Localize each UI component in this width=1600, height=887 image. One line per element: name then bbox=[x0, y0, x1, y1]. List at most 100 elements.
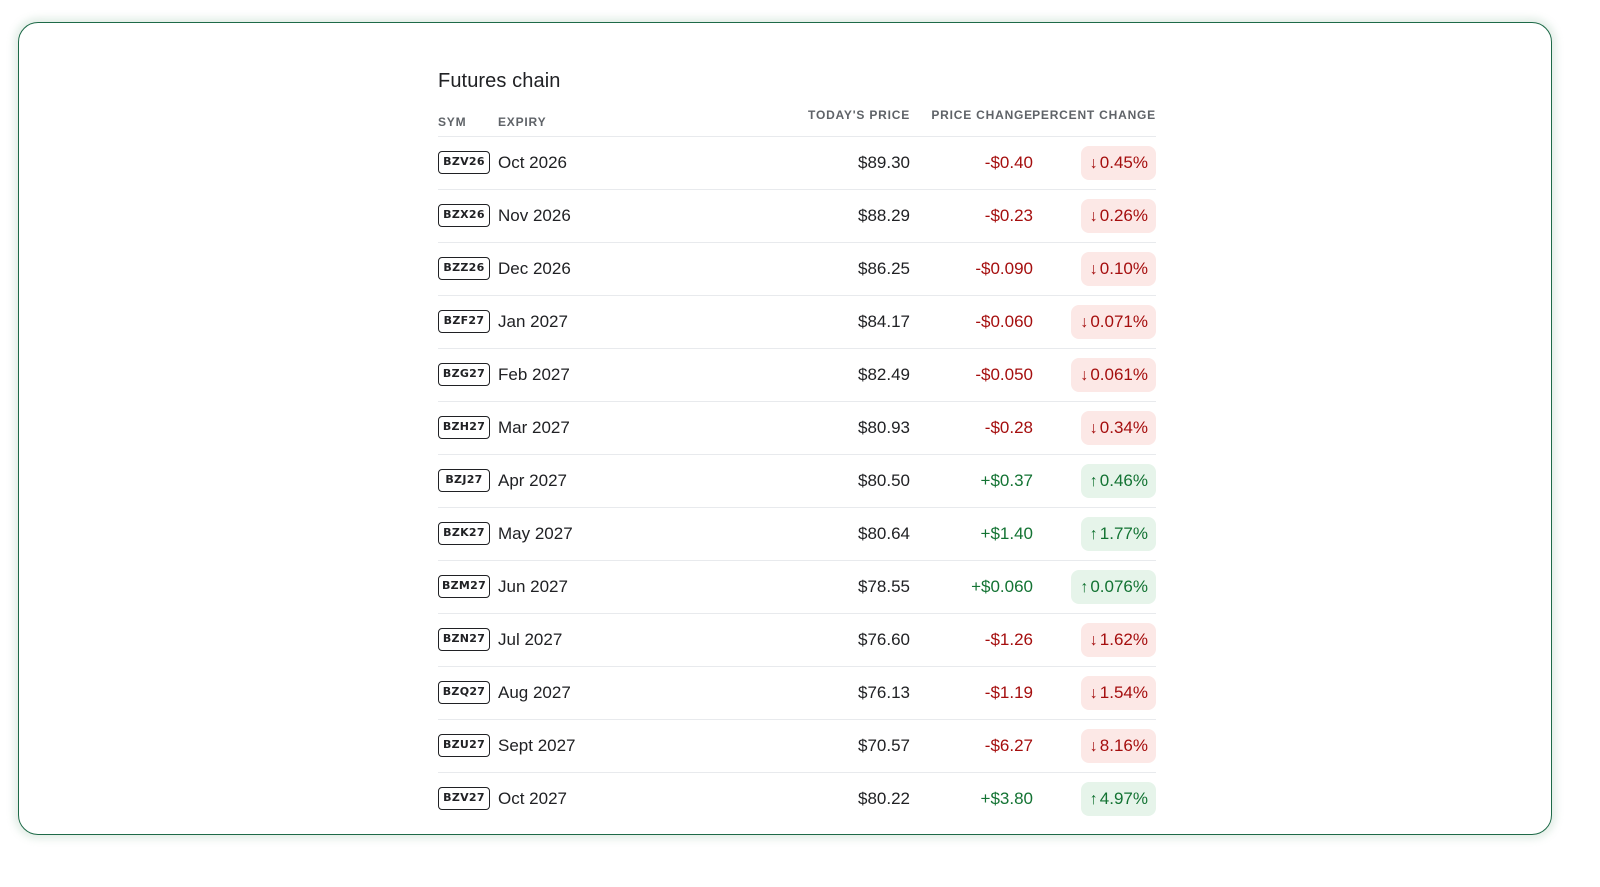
arrow-down-icon: ↓ bbox=[1089, 155, 1098, 172]
table-body: BZV26 Oct 2026 $89.30 -$0.40 ↓ 0.45% BZX26 Nov … bbox=[438, 137, 1156, 825]
symbol-badge: BZG27 bbox=[438, 363, 490, 386]
percent-change-badge: ↓ 0.10% bbox=[1080, 252, 1156, 286]
arrow-down-icon: ↓ bbox=[1089, 632, 1098, 649]
expiry-cell: May 2027 bbox=[498, 524, 573, 543]
price-change-cell: +$0.37 bbox=[980, 471, 1033, 490]
table-row[interactable]: BZV27 Oct 2027 $80.22 +$3.80 ↑ 4.97% bbox=[438, 773, 1156, 825]
symbol-badge: BZJ27 bbox=[438, 469, 490, 492]
column-header-price: TODAY'S PRICE bbox=[808, 108, 910, 122]
table-row[interactable]: BZF27 Jan 2027 $84.17 -$0.060 ↓ 0.071% bbox=[438, 296, 1156, 349]
percent-change-value: 0.071% bbox=[1090, 312, 1148, 331]
table-row[interactable]: BZN27 Jul 2027 $76.60 -$1.26 ↓ 1.62% bbox=[438, 614, 1156, 667]
table-row[interactable]: BZM27 Jun 2027 $78.55 +$0.060 ↑ 0.076% bbox=[438, 561, 1156, 614]
percent-change-value: 1.62% bbox=[1099, 630, 1148, 649]
arrow-down-icon: ↓ bbox=[1080, 367, 1089, 384]
expiry-cell: Oct 2026 bbox=[498, 153, 567, 172]
price-cell: $80.22 bbox=[858, 789, 910, 808]
percent-change-value: 0.45% bbox=[1099, 153, 1148, 172]
price-cell: $89.30 bbox=[858, 153, 910, 172]
price-cell: $84.17 bbox=[858, 312, 910, 331]
expiry-cell: Dec 2026 bbox=[498, 259, 571, 278]
table-row[interactable]: BZK27 May 2027 $80.64 +$1.40 ↑ 1.77% bbox=[438, 508, 1156, 561]
arrow-up-icon: ↑ bbox=[1089, 791, 1098, 808]
expiry-cell: Nov 2026 bbox=[498, 206, 571, 225]
percent-change-badge: ↓ 8.16% bbox=[1080, 729, 1156, 763]
arrow-down-icon: ↓ bbox=[1089, 738, 1098, 755]
price-change-cell: -$0.050 bbox=[975, 365, 1033, 384]
expiry-cell: Mar 2027 bbox=[498, 418, 570, 437]
symbol-badge: BZQ27 bbox=[438, 681, 490, 704]
percent-change-badge: ↓ 0.071% bbox=[1071, 305, 1156, 339]
expiry-cell: Sept 2027 bbox=[498, 736, 576, 755]
arrow-down-icon: ↓ bbox=[1089, 261, 1098, 278]
card-frame bbox=[18, 22, 1552, 835]
table-row[interactable]: BZQ27 Aug 2027 $76.13 -$1.19 ↓ 1.54% bbox=[438, 667, 1156, 720]
symbol-badge: BZF27 bbox=[438, 310, 490, 333]
percent-change-value: 0.46% bbox=[1099, 471, 1148, 490]
price-cell: $76.60 bbox=[858, 630, 910, 649]
symbol-badge: BZX26 bbox=[438, 204, 490, 227]
table-row[interactable]: BZU27 Sept 2027 $70.57 -$6.27 ↓ 8.16% bbox=[438, 720, 1156, 773]
percent-change-badge: ↓ 1.62% bbox=[1080, 623, 1156, 657]
percent-change-badge: ↓ 0.26% bbox=[1080, 199, 1156, 233]
price-cell: $82.49 bbox=[858, 365, 910, 384]
expiry-cell: Oct 2027 bbox=[498, 789, 567, 808]
expiry-cell: Jul 2027 bbox=[498, 630, 563, 649]
expiry-cell: Feb 2027 bbox=[498, 365, 570, 384]
arrow-up-icon: ↑ bbox=[1089, 526, 1098, 543]
percent-change-badge: ↓ 0.061% bbox=[1071, 358, 1156, 392]
page-title: Futures chain bbox=[438, 70, 561, 92]
table-row[interactable]: BZX26 Nov 2026 $88.29 -$0.23 ↓ 0.26% bbox=[438, 190, 1156, 243]
expiry-cell: Jan 2027 bbox=[498, 312, 568, 331]
percent-change-value: 8.16% bbox=[1099, 736, 1148, 755]
arrow-down-icon: ↓ bbox=[1080, 314, 1089, 331]
symbol-badge: BZK27 bbox=[438, 522, 490, 545]
price-change-cell: -$0.40 bbox=[984, 153, 1033, 172]
price-cell: $78.55 bbox=[858, 577, 910, 596]
column-header-expiry: EXPIRY bbox=[498, 115, 547, 129]
column-header-sym: SYM bbox=[438, 115, 467, 129]
table-row[interactable]: BZZ26 Dec 2026 $86.25 -$0.090 ↓ 0.10% bbox=[438, 243, 1156, 296]
price-cell: $70.57 bbox=[858, 736, 910, 755]
symbol-badge: BZU27 bbox=[438, 734, 490, 757]
table-row[interactable]: BZH27 Mar 2027 $80.93 -$0.28 ↓ 0.34% bbox=[438, 402, 1156, 455]
symbol-badge: BZN27 bbox=[438, 628, 490, 651]
expiry-cell: Jun 2027 bbox=[498, 577, 568, 596]
symbol-badge: BZV26 bbox=[438, 151, 490, 174]
futures-chain-panel: Futures chain SYM EXPIRY TODAY'S PRICE P… bbox=[438, 66, 1156, 825]
expiry-cell: Aug 2027 bbox=[498, 683, 571, 702]
expiry-cell: Apr 2027 bbox=[498, 471, 567, 490]
symbol-badge: BZM27 bbox=[438, 575, 490, 598]
table-row[interactable]: BZG27 Feb 2027 $82.49 -$0.050 ↓ 0.061% bbox=[438, 349, 1156, 402]
percent-change-value: 1.54% bbox=[1099, 683, 1148, 702]
percent-change-badge: ↑ 4.97% bbox=[1080, 782, 1156, 816]
arrow-up-icon: ↑ bbox=[1089, 473, 1098, 490]
price-cell: $80.50 bbox=[858, 471, 910, 490]
percent-change-badge: ↑ 1.77% bbox=[1080, 517, 1156, 551]
column-header-percent-change: PERCENT CHANGE bbox=[1032, 108, 1156, 122]
price-cell: $86.25 bbox=[858, 259, 910, 278]
percent-change-badge: ↓ 1.54% bbox=[1080, 676, 1156, 710]
price-change-cell: +$3.80 bbox=[980, 789, 1033, 808]
table-row[interactable]: BZV26 Oct 2026 $89.30 -$0.40 ↓ 0.45% bbox=[438, 137, 1156, 190]
price-change-cell: -$0.090 bbox=[975, 259, 1033, 278]
symbol-badge: BZZ26 bbox=[438, 257, 490, 280]
symbol-badge: BZH27 bbox=[438, 416, 490, 439]
price-change-cell: -$0.060 bbox=[975, 312, 1033, 331]
price-cell: $80.64 bbox=[858, 524, 910, 543]
price-change-cell: -$6.27 bbox=[984, 736, 1033, 755]
percent-change-value: 0.061% bbox=[1090, 365, 1148, 384]
price-cell: $80.93 bbox=[858, 418, 910, 437]
arrow-down-icon: ↓ bbox=[1089, 208, 1098, 225]
percent-change-badge: ↑ 0.46% bbox=[1080, 464, 1156, 498]
arrow-down-icon: ↓ bbox=[1089, 420, 1098, 437]
column-header-price-change: PRICE CHANGE bbox=[931, 108, 1033, 122]
percent-change-value: 0.10% bbox=[1099, 259, 1148, 278]
price-change-cell: -$1.19 bbox=[984, 683, 1033, 702]
price-change-cell: -$0.28 bbox=[984, 418, 1033, 437]
table-row[interactable]: BZJ27 Apr 2027 $80.50 +$0.37 ↑ 0.46% bbox=[438, 455, 1156, 508]
symbol-badge: BZV27 bbox=[438, 787, 490, 810]
arrow-up-icon: ↑ bbox=[1080, 579, 1089, 596]
percent-change-value: 0.34% bbox=[1099, 418, 1148, 437]
price-cell: $76.13 bbox=[858, 683, 910, 702]
